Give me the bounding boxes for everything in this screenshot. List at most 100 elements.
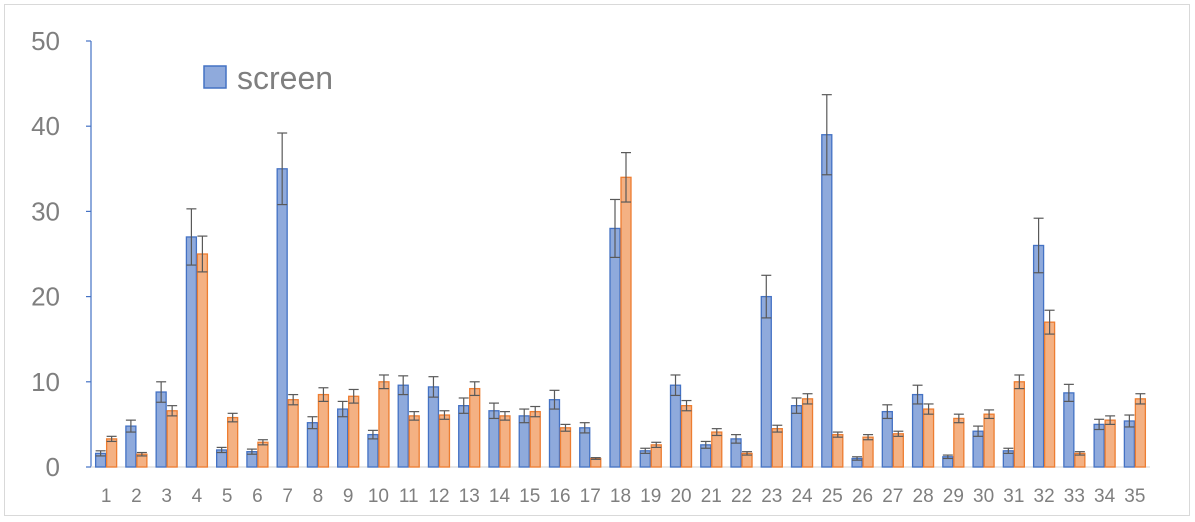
bar-series-2 (922, 408, 935, 468)
bar-series-2 (832, 433, 844, 468)
bar-series-2 (196, 253, 209, 468)
y-tick-label: 30 (31, 196, 60, 226)
x-tick-label: 17 (580, 486, 601, 507)
x-tick-label: 32 (1034, 486, 1055, 507)
x-tick-label: 20 (670, 486, 691, 507)
legend: screen (203, 60, 333, 96)
bar-series-2 (348, 395, 360, 468)
x-tick-label: 3 (161, 486, 172, 507)
bar-series-2 (983, 413, 995, 468)
x-axis: 1 2 3 4 5 6 7 8 9 10 11 12 13 14 15 16 17 18 19 20 21 22 23 24 2… (91, 466, 1150, 507)
x-tick-label: 23 (761, 486, 782, 507)
x-tick-label: 30 (973, 486, 994, 507)
legend-swatch-screen (203, 65, 227, 89)
x-tick-label: 8 (313, 486, 324, 507)
x-tick-label: 1 (101, 486, 112, 507)
bar-series-2 (559, 427, 572, 468)
bar-series-1 (760, 295, 772, 468)
bar-series-1 (821, 134, 833, 468)
x-tick-label: 11 (399, 486, 419, 507)
x-tick-label: 25 (822, 486, 843, 507)
bar-series-2 (1043, 321, 1056, 468)
bar-series-1 (1123, 420, 1136, 468)
bar-series-2 (711, 431, 723, 468)
x-tick-label: 13 (459, 486, 480, 507)
bar-series-2 (408, 415, 420, 468)
bar-series-1 (548, 399, 561, 468)
bar-series-1 (518, 415, 530, 468)
bar-series-2 (1134, 398, 1147, 468)
x-tick-label: 14 (489, 486, 511, 507)
bar-series-2 (1013, 381, 1025, 468)
bar-series-2 (529, 410, 541, 468)
bar-series-1 (488, 410, 500, 468)
x-tick-label: 7 (282, 486, 293, 507)
x-tick-label: 22 (731, 486, 752, 507)
bar-series-1 (1093, 423, 1105, 468)
bar-series-2 (438, 414, 451, 468)
x-tick-label: 33 (1064, 486, 1085, 507)
bar-series-2 (650, 444, 662, 468)
bar-series-1 (1032, 244, 1045, 468)
y-tick-label: 20 (31, 282, 60, 312)
bar-series-2 (771, 428, 783, 468)
bar-series-2 (166, 410, 178, 468)
bar-series-2 (227, 416, 239, 468)
bar-series-2 (469, 387, 481, 468)
bar-series-2 (378, 381, 390, 468)
bar-series-1 (911, 393, 924, 468)
y-tick-label: 0 (46, 452, 60, 482)
bar-series-2 (953, 417, 965, 468)
x-tick-label: 9 (343, 486, 354, 507)
bar-series-2 (317, 393, 330, 468)
bar-series-1 (337, 408, 349, 468)
x-tick-label: 16 (549, 486, 570, 507)
bar-series-2 (801, 398, 814, 468)
x-tick-label: 31 (1003, 486, 1024, 507)
bars (94, 94, 1147, 468)
x-tick-label: 19 (640, 486, 661, 507)
bar-series-1 (669, 384, 682, 468)
x-tick-label: 4 (192, 486, 203, 507)
y-tick-label: 10 (31, 367, 60, 397)
bar-series-1 (185, 236, 198, 468)
y-tick-label: 50 (31, 26, 60, 56)
x-tick-label: 12 (428, 486, 449, 507)
x-tick-label: 29 (943, 486, 964, 507)
x-tick-label: 5 (222, 486, 233, 507)
x-tick-label: 28 (913, 486, 934, 507)
bar-series-2 (680, 405, 693, 468)
x-tick-label: 26 (852, 486, 873, 507)
bar-series-1 (155, 391, 167, 468)
bar-series-2 (620, 176, 632, 468)
bar-series-2 (1104, 419, 1116, 468)
bar-series-1 (881, 410, 893, 468)
y-tick-label: 40 (31, 111, 60, 141)
x-tick-label: 21 (701, 486, 722, 507)
bar-series-1 (276, 168, 288, 468)
x-tick-label: 24 (791, 486, 813, 507)
bar-series-1 (1063, 392, 1075, 468)
x-tick-label: 6 (252, 486, 263, 507)
bar-series-1 (609, 227, 621, 468)
x-tick-label: 15 (519, 486, 540, 507)
x-tick-label: 2 (131, 486, 142, 507)
bar-series-2 (287, 399, 299, 468)
bar-series-1 (427, 386, 440, 468)
bar-series-1 (306, 422, 319, 468)
x-tick-label: 34 (1094, 486, 1116, 507)
bar-series-1 (579, 427, 591, 468)
bar-series-1 (790, 405, 803, 468)
bar-series-1 (397, 384, 409, 468)
x-tick-label: 18 (610, 486, 631, 507)
bar-series-2 (862, 436, 874, 468)
bar-series-1 (458, 405, 470, 468)
legend-label-screen: screen (237, 60, 333, 96)
bar-series-2 (892, 433, 904, 468)
x-tick-label: 35 (1124, 486, 1145, 507)
y-axis: 0 10 20 30 40 50 (31, 26, 92, 482)
bar-series-2 (257, 441, 269, 468)
x-tick-label: 27 (882, 486, 903, 507)
x-tick-label: 10 (368, 486, 389, 507)
